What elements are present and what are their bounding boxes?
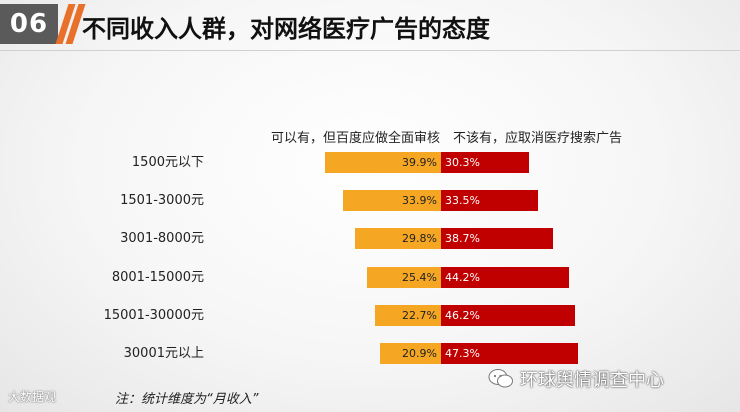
bar-left	[343, 190, 441, 211]
data-label-left: 20.9%	[402, 347, 437, 360]
bar-left	[367, 267, 441, 288]
data-label-right: 47.3%	[445, 347, 480, 360]
data-label-right: 46.2%	[445, 309, 480, 322]
source-logo: 大数据观	[8, 390, 57, 404]
category-label: 3001-8000元	[120, 231, 204, 246]
bar-left	[325, 152, 441, 173]
legend-right-series: 不该有，应取消医疗搜索广告	[453, 131, 623, 146]
data-label-right: 33.5%	[445, 194, 480, 207]
category-label: 8001-15000元	[111, 270, 204, 285]
data-label-left: 39.9%	[402, 156, 437, 169]
category-label: 1500元以下	[131, 155, 204, 170]
legend-left-series: 可以有，但百度应做全面审核	[270, 131, 440, 146]
header: 06 不同收入人群，对网络医疗广告的态度	[0, 0, 740, 52]
bar-right	[441, 152, 529, 173]
watermark-text: 环球舆情调查中心	[520, 370, 664, 391]
data-label-left: 22.7%	[402, 309, 437, 322]
data-label-left: 25.4%	[402, 271, 437, 284]
slide-number-badge: 06	[0, 4, 58, 44]
bar-right	[441, 267, 569, 288]
data-label-right: 44.2%	[445, 271, 480, 284]
data-label-right: 30.3%	[445, 156, 480, 169]
wechat-icon	[488, 369, 513, 388]
category-label: 1501-3000元	[120, 193, 204, 208]
page-title: 不同收入人群，对网络医疗广告的态度	[82, 15, 490, 43]
footnote: 注：统计维度为“月收入”	[115, 392, 259, 407]
data-label-right: 38.7%	[445, 232, 480, 245]
watermark: 环球舆情调查中心	[488, 366, 664, 392]
data-label-left: 29.8%	[402, 232, 437, 245]
bar-left	[375, 305, 441, 326]
bar-right	[441, 190, 538, 211]
category-label: 15001-30000元	[103, 308, 204, 323]
data-label-left: 33.9%	[402, 194, 437, 207]
bar-right	[441, 228, 553, 249]
header-divider	[0, 50, 740, 51]
bar-left	[380, 343, 441, 364]
category-label: 30001元以上	[123, 346, 204, 361]
bar-right	[441, 343, 578, 364]
bar-left	[355, 228, 441, 249]
bar-right	[441, 305, 575, 326]
